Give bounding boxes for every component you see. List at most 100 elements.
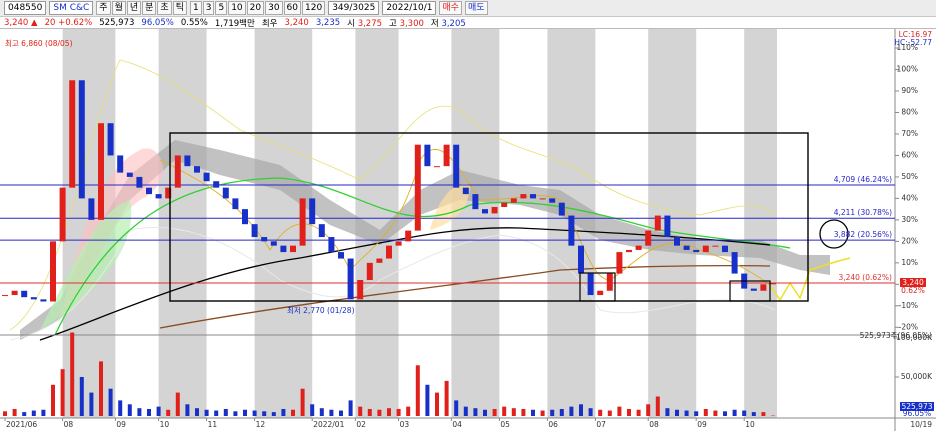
x-tick-label: 06 [548, 420, 558, 429]
candle [414, 144, 421, 231]
y-tick-label: 90% [901, 86, 918, 95]
volume-bar [396, 408, 401, 416]
candle [453, 144, 460, 188]
period-button[interactable]: 초 [157, 1, 172, 15]
band-fill [40, 200, 132, 330]
open-value: 3,275 [357, 18, 383, 29]
candle [165, 187, 172, 199]
volume-bar [214, 410, 219, 416]
candle [616, 252, 623, 274]
minute-button[interactable]: 10 [228, 1, 246, 15]
y-tick-label: 10% [901, 258, 918, 267]
stock-code[interactable]: 048550 [4, 1, 47, 15]
date[interactable]: 2022/10/1 [382, 1, 437, 15]
volume-bar [70, 332, 75, 416]
candle [30, 297, 37, 300]
volume-bar [89, 392, 94, 416]
minute-button[interactable]: 20 [246, 1, 265, 15]
candle [587, 273, 594, 296]
candle [606, 273, 613, 291]
volume-bar [559, 408, 564, 416]
open: 시 3,275 [347, 17, 382, 29]
volume-bar [511, 408, 516, 416]
x-tick-label: 12 [256, 420, 266, 429]
month-band [451, 29, 500, 418]
vol-tick-label: 100,000K [896, 333, 933, 342]
best-bid: 3,235 [315, 17, 341, 28]
candle [664, 215, 671, 238]
volume-bar [646, 404, 651, 416]
period-button[interactable]: 주 [96, 1, 111, 15]
volume-bar [348, 400, 353, 416]
low-label: 저 [430, 18, 439, 29]
volume-bar [502, 406, 507, 416]
sell-button[interactable]: 매도 [465, 1, 488, 15]
period-button[interactable]: 년 [126, 1, 142, 15]
volume-bar [60, 369, 65, 416]
minute-button[interactable]: 3 [202, 1, 215, 15]
level-label: 3,882 (20.56%) [834, 230, 892, 239]
open-label: 시 [347, 18, 355, 29]
high-value: 3,300 [399, 18, 424, 29]
vol-ratio: 96.05% [141, 17, 174, 28]
candle [290, 245, 296, 253]
minute-button[interactable]: 1 [189, 1, 202, 15]
period-button[interactable]: 틱 [172, 1, 187, 15]
volume-bar [492, 408, 497, 416]
minute-button[interactable]: 60 [283, 1, 301, 15]
y-tick-label: 50% [901, 172, 918, 181]
volume-bar [713, 410, 718, 416]
vol-tick-label: 50,000K [901, 372, 933, 381]
candle [731, 252, 738, 274]
volume-bar [732, 409, 737, 416]
volume-bar [588, 408, 593, 416]
month-band [744, 29, 777, 418]
candle [203, 172, 210, 182]
last-vol-ratio: 96.05% [903, 409, 932, 418]
volume-bar [310, 404, 315, 416]
stock-name[interactable]: SM C&C [49, 1, 94, 15]
period-button[interactable]: 월 [111, 1, 126, 15]
volume-bar [358, 406, 363, 416]
volume-bar [339, 410, 343, 416]
candle [491, 206, 498, 214]
minute-button[interactable]: 30 [265, 1, 283, 15]
candle [328, 237, 335, 253]
candle [309, 198, 316, 225]
period-button[interactable]: 분 [142, 1, 157, 15]
volume-bar [540, 410, 545, 416]
volume-bar [723, 411, 727, 416]
best-ask: 3,240 [284, 17, 309, 28]
candle [386, 245, 392, 259]
candle [568, 215, 575, 246]
volume-bar [127, 404, 132, 416]
volume-bar [655, 396, 660, 416]
range-box [169, 132, 809, 302]
x-tick-label: 05 [500, 420, 510, 429]
buy-button[interactable]: 매수 [439, 1, 463, 15]
candle [155, 194, 162, 199]
volume-bar [636, 409, 641, 416]
candle [146, 187, 152, 195]
candle [722, 245, 728, 253]
candle [59, 187, 66, 242]
x-tick-label: 10 [745, 420, 755, 429]
rate: +0.62% [58, 17, 93, 28]
candle [242, 209, 248, 225]
candle [578, 245, 584, 274]
volume-bar [607, 410, 612, 416]
volume-bar [51, 384, 55, 416]
candle [174, 155, 181, 188]
level-label: 4,211 (30.78%) [834, 208, 892, 217]
x-tick-label: 08 [649, 420, 659, 429]
change-value: 20 [44, 17, 56, 28]
minute-button[interactable]: 5 [215, 1, 228, 15]
volume-bar [377, 409, 382, 416]
volume-bar [195, 408, 199, 416]
minute-button[interactable]: 120 [302, 1, 326, 15]
low-value: 3,205 [441, 18, 466, 29]
volume-bar [569, 406, 574, 416]
high-label: 고 [389, 18, 397, 29]
